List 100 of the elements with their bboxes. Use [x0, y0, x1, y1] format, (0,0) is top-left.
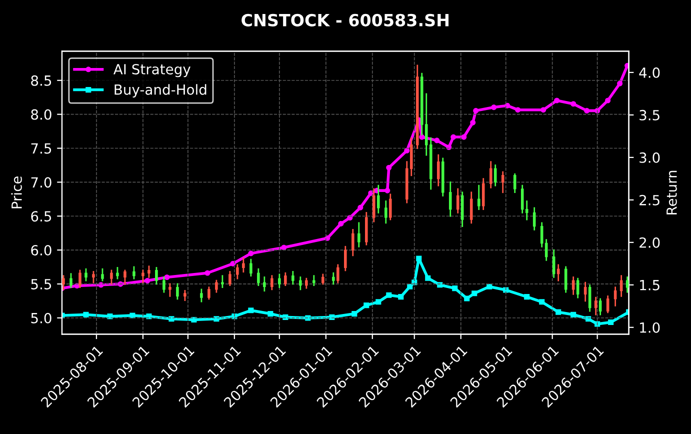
point — [554, 98, 560, 104]
candlestick — [110, 270, 113, 285]
candlestick — [584, 282, 587, 302]
candlestick — [142, 270, 144, 284]
point — [617, 80, 623, 86]
candlestick — [215, 280, 218, 293]
y-axis-title: Price — [11, 176, 22, 208]
point — [446, 144, 452, 150]
y-tick-label: 8.5 — [31, 75, 52, 86]
candlestick — [482, 178, 485, 210]
y2-tick-label: 1.5 — [640, 280, 660, 290]
legend-label: Buy-and-Hold — [114, 84, 206, 98]
candlestick — [513, 173, 516, 194]
point — [386, 292, 392, 298]
point — [515, 107, 521, 113]
candlestick — [588, 284, 592, 312]
candlestick — [132, 266, 136, 280]
candlestick — [448, 181, 452, 217]
candlestick — [598, 298, 602, 316]
candlestick — [184, 290, 186, 301]
point — [608, 320, 614, 326]
point — [83, 312, 89, 318]
point — [376, 299, 382, 305]
y2-tick-label: 2.5 — [640, 194, 660, 206]
y-tick-label: 5.0 — [31, 312, 52, 324]
point — [305, 315, 311, 321]
y2-axis-title: Return — [666, 170, 677, 214]
point — [146, 314, 152, 320]
point — [605, 98, 611, 104]
point — [329, 314, 335, 320]
candlestick — [278, 274, 281, 288]
candlestick — [460, 192, 464, 227]
point — [230, 260, 236, 266]
point — [461, 134, 467, 140]
candlestick — [344, 246, 347, 272]
candlestick — [594, 296, 598, 316]
point — [204, 270, 210, 276]
point — [437, 282, 443, 288]
point — [491, 104, 497, 110]
point — [464, 296, 470, 302]
y-tick-label: 6.5 — [31, 211, 52, 222]
candlestick — [84, 268, 88, 282]
point — [398, 294, 404, 300]
point — [358, 204, 364, 210]
candlestick — [250, 258, 252, 277]
candlestick — [292, 271, 294, 285]
point — [416, 256, 422, 262]
candlestick — [299, 276, 302, 290]
candlestick — [70, 273, 72, 288]
candlestick — [242, 257, 245, 272]
candlestick — [606, 295, 610, 314]
point — [624, 62, 629, 68]
candlestick — [620, 275, 623, 297]
point — [584, 108, 590, 114]
point — [144, 278, 150, 284]
candlestick — [552, 249, 556, 278]
point — [503, 287, 509, 293]
candlestick — [436, 154, 440, 186]
y-tick-label: 6.0 — [31, 245, 52, 256]
candlestick — [148, 266, 150, 278]
point — [168, 316, 174, 322]
candlestick — [336, 264, 340, 284]
candlestick — [332, 272, 335, 285]
point — [268, 311, 274, 317]
y2-tick-label: 4.0 — [639, 67, 660, 78]
y2-tick-label: 1.0 — [640, 322, 660, 333]
candlestick — [208, 286, 210, 300]
chart-title: CNSTOCK - 600583.SH — [242, 14, 448, 26]
candlestick — [456, 188, 460, 214]
candlestick — [372, 188, 376, 222]
point — [539, 299, 545, 305]
point — [282, 314, 288, 320]
candlestick — [116, 266, 119, 280]
point — [570, 101, 576, 107]
point — [384, 188, 390, 194]
candlestick — [384, 200, 388, 224]
candlestick — [564, 266, 568, 293]
candlestick — [305, 278, 308, 289]
point — [248, 250, 254, 256]
y-tick-label: 8.0 — [31, 109, 52, 120]
point — [452, 286, 458, 292]
point — [425, 275, 431, 281]
candlestick — [540, 222, 544, 248]
candlestick — [155, 266, 158, 285]
point — [419, 134, 425, 140]
point — [214, 316, 220, 322]
candlestick — [576, 278, 580, 298]
point — [470, 120, 476, 126]
candlestick — [200, 288, 203, 302]
y2-tick-label: 3.5 — [640, 110, 660, 120]
candlestick — [236, 264, 239, 280]
point — [130, 312, 136, 318]
point — [570, 312, 576, 318]
candlestick — [270, 275, 274, 290]
candlestick — [168, 283, 172, 297]
candlestick — [101, 268, 104, 282]
y-tick-label: 5.5 — [31, 279, 52, 290]
point — [450, 134, 456, 140]
point — [404, 148, 410, 154]
candlestick — [92, 271, 95, 284]
